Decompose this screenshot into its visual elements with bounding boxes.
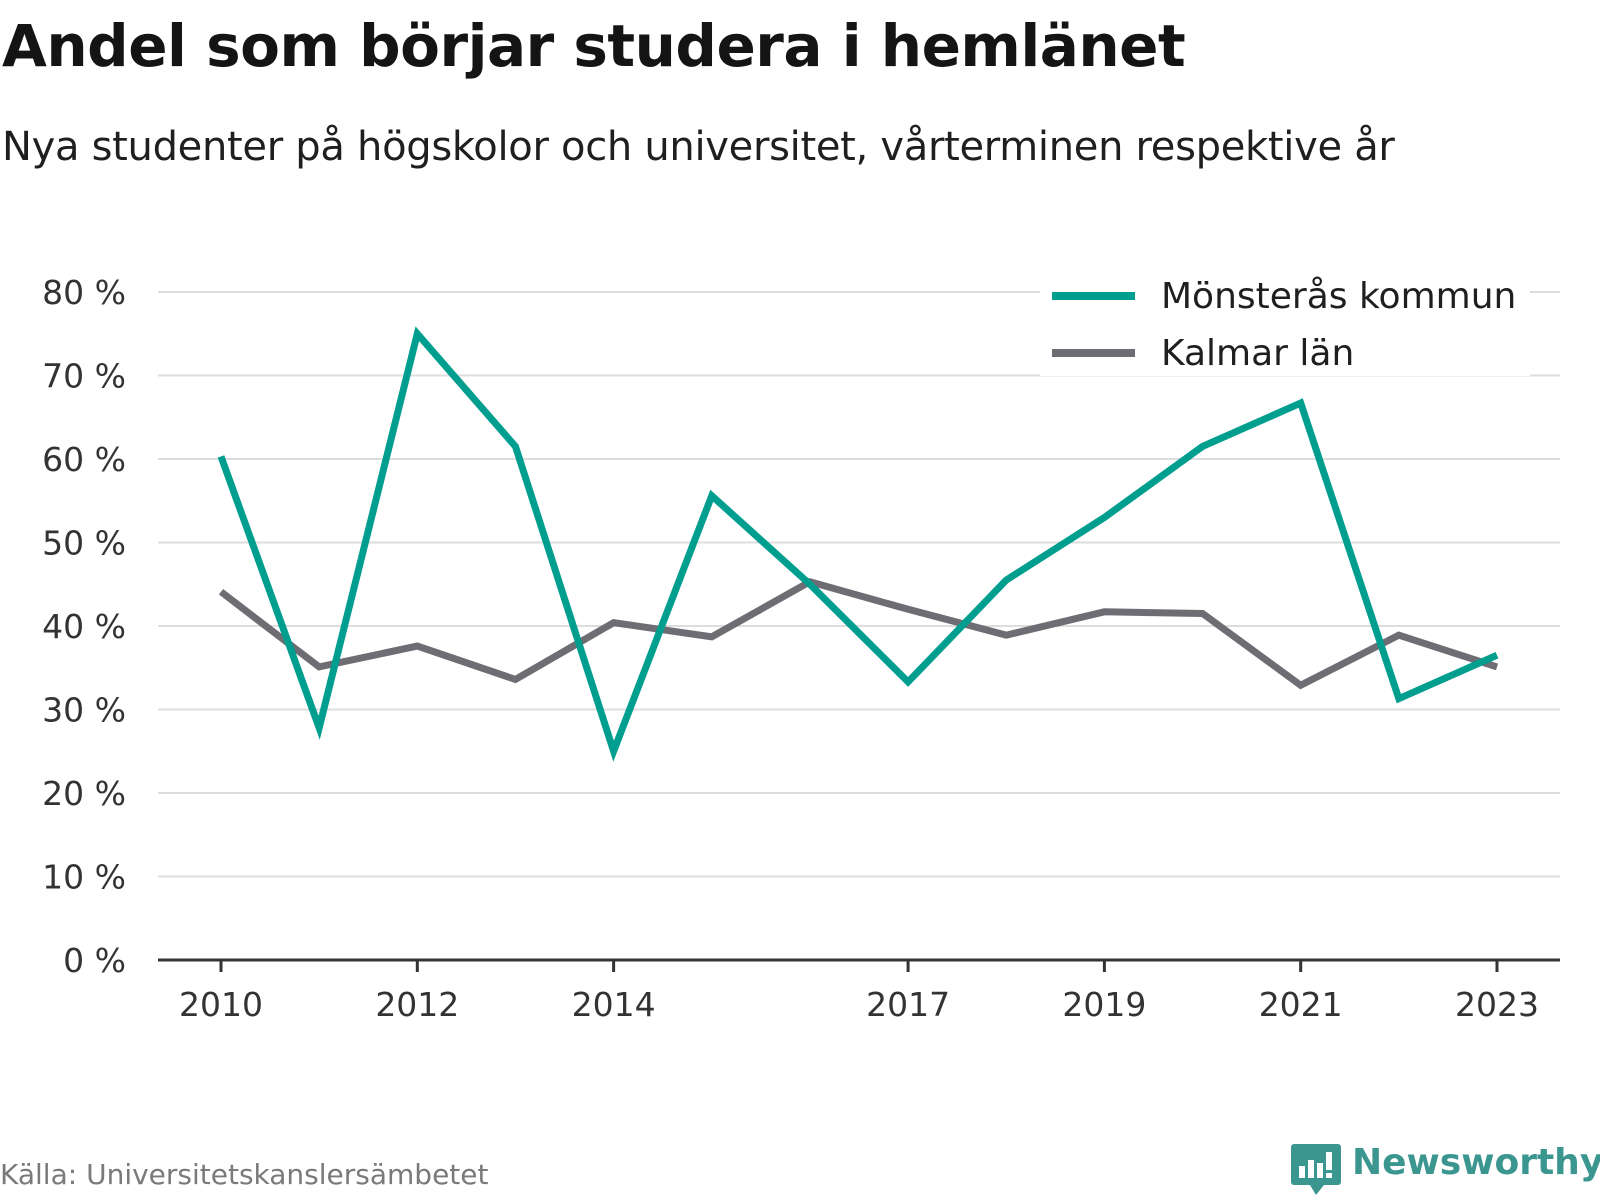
chart-subtitle: Nya studenter på högskolor och universit… [2, 124, 1395, 170]
series-line-1 [217, 326, 1499, 762]
chart-title: Andel som börjar studera i hemlänet [2, 12, 1186, 80]
brand-name: Newsworthy [1352, 1142, 1600, 1183]
series-lines [217, 326, 1499, 762]
y-tick-label: 0 % [63, 941, 126, 980]
newsworthy-icon [1291, 1144, 1341, 1195]
y-tick-label: 80 % [42, 273, 126, 312]
y-tick-label: 30 % [42, 691, 126, 730]
x-tick-label: 2019 [1062, 985, 1146, 1024]
x-tick-label: 2021 [1259, 985, 1343, 1024]
x-tick-label: 2017 [866, 985, 950, 1024]
y-tick-label: 10 % [42, 858, 126, 897]
y-tick-label: 40 % [42, 607, 126, 646]
y-tick-label: 50 % [42, 524, 126, 563]
y-tick-label: 70 % [42, 357, 126, 396]
x-tick-label: 2010 [179, 985, 263, 1024]
legend-background [1040, 268, 1530, 376]
line-chart: 0 % 10 % 20 % 30 % 40 % 50 % 60 % 70 % 80 % 2010… [42, 268, 1560, 1024]
source-note: Källa: Universitetskanslersämbetet [0, 1158, 489, 1191]
gridlines [158, 291, 1560, 878]
x-axis: 2010 2012 2014 2017 2019 2021 2023 [158, 958, 1560, 1024]
newsworthy-logo: Newsworthy [1290, 1142, 1600, 1198]
legend-label: Kalmar län [1161, 333, 1354, 374]
legend-label: Mönsterås kommun [1161, 276, 1516, 317]
x-tick-label: 2023 [1455, 985, 1539, 1024]
y-tick-label: 60 % [42, 440, 126, 479]
series-line-2 [218, 577, 1499, 690]
x-tick-label: 2012 [375, 985, 459, 1024]
x-tick-label: 2014 [572, 985, 656, 1024]
legend: Mönsterås kommun Kalmar län [1040, 268, 1530, 376]
y-axis-ticks: 0 % 10 % 20 % 30 % 40 % 50 % 60 % 70 % 80 % [42, 273, 126, 980]
y-tick-label: 20 % [42, 774, 126, 813]
